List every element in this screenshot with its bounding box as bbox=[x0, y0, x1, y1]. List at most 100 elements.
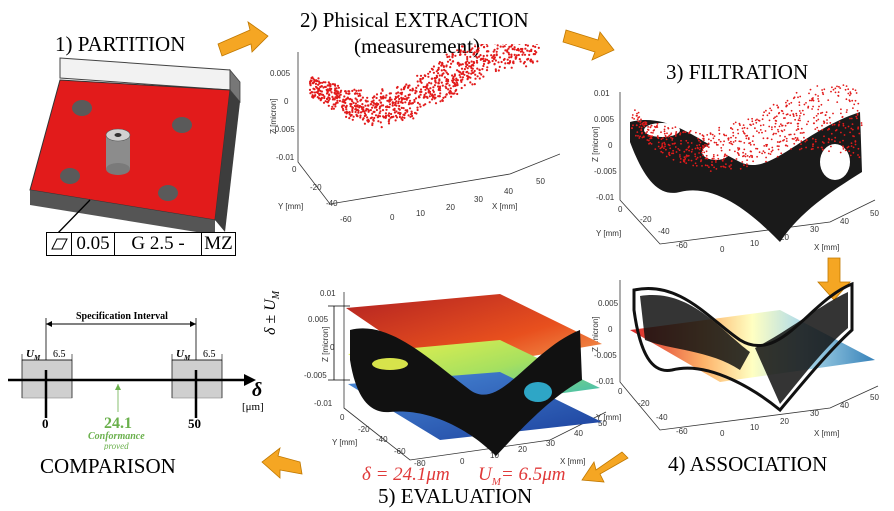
measured-point bbox=[393, 109, 396, 112]
measured-point bbox=[694, 155, 697, 158]
measured-point bbox=[710, 139, 712, 142]
measured-point bbox=[854, 143, 857, 146]
measured-point bbox=[685, 148, 688, 151]
measured-point bbox=[372, 118, 375, 121]
measured-point bbox=[849, 131, 851, 134]
measured-point bbox=[467, 72, 470, 75]
measured-point bbox=[732, 131, 735, 134]
measured-point bbox=[310, 91, 313, 94]
measured-point bbox=[750, 150, 752, 153]
measured-point bbox=[334, 105, 337, 108]
measured-point bbox=[443, 68, 446, 71]
measured-point bbox=[357, 94, 360, 98]
measured-point bbox=[464, 53, 467, 56]
lower-limit-label: 0 bbox=[42, 416, 49, 431]
measured-point bbox=[765, 156, 767, 159]
measured-point bbox=[823, 142, 825, 144]
measured-point bbox=[715, 159, 717, 162]
measured-point bbox=[444, 95, 447, 98]
measured-point bbox=[777, 106, 780, 108]
measured-point bbox=[811, 98, 814, 101]
measured-point bbox=[816, 85, 819, 87]
filtration-x-tick: 10 bbox=[750, 239, 759, 248]
measured-point bbox=[398, 113, 402, 116]
measured-point bbox=[434, 102, 438, 105]
measured-point bbox=[415, 86, 418, 89]
measured-point bbox=[446, 78, 450, 81]
measured-point bbox=[328, 94, 331, 97]
measured-point bbox=[834, 91, 837, 94]
measured-point bbox=[391, 104, 394, 107]
measured-point bbox=[799, 119, 801, 122]
measured-point bbox=[458, 63, 461, 66]
evaluation-z-tick: -0.01 bbox=[314, 399, 333, 408]
measured-point bbox=[724, 166, 727, 169]
measured-point bbox=[361, 103, 364, 106]
measured-point bbox=[688, 145, 690, 148]
measured-point bbox=[730, 164, 732, 166]
measured-point bbox=[395, 116, 399, 119]
measured-point bbox=[390, 112, 393, 116]
measured-point bbox=[372, 104, 375, 107]
measured-point bbox=[343, 99, 346, 102]
measured-point bbox=[505, 44, 508, 45]
measured-point bbox=[827, 99, 830, 101]
measured-point bbox=[353, 88, 356, 91]
measured-point bbox=[449, 87, 452, 90]
measured-point bbox=[799, 95, 802, 98]
measured-point bbox=[842, 124, 845, 127]
measured-point bbox=[690, 142, 693, 144]
measured-point bbox=[759, 124, 762, 127]
measured-point bbox=[431, 77, 434, 80]
axis-unit-label: [μm] bbox=[242, 401, 264, 413]
measured-point bbox=[427, 75, 430, 78]
measured-point bbox=[420, 81, 423, 84]
measured-point bbox=[462, 50, 466, 53]
measured-point bbox=[779, 135, 781, 137]
measured-point bbox=[413, 111, 417, 114]
measured-point bbox=[497, 69, 500, 72]
measured-point bbox=[449, 90, 452, 93]
measured-point bbox=[375, 108, 378, 112]
measured-point bbox=[631, 127, 633, 130]
extraction-x-tick: 50 bbox=[536, 177, 545, 186]
measured-point bbox=[387, 120, 390, 123]
measured-point bbox=[770, 138, 773, 141]
filter-spec: G 2.5 - bbox=[115, 233, 202, 255]
measured-point bbox=[732, 141, 735, 143]
measured-point bbox=[370, 103, 373, 106]
measured-point bbox=[758, 151, 761, 154]
measured-point bbox=[371, 106, 374, 109]
measured-point bbox=[311, 95, 314, 98]
measured-point bbox=[510, 44, 514, 47]
measured-point bbox=[510, 56, 513, 59]
measured-point bbox=[500, 60, 503, 64]
measured-point bbox=[494, 69, 497, 73]
measured-point bbox=[446, 55, 449, 59]
measured-point bbox=[381, 109, 385, 112]
measured-point bbox=[654, 148, 657, 150]
measured-point bbox=[646, 131, 648, 133]
measured-point bbox=[482, 62, 486, 66]
measured-point bbox=[827, 129, 829, 131]
measured-point bbox=[636, 112, 638, 115]
measured-point bbox=[856, 117, 858, 120]
measured-point bbox=[438, 62, 441, 65]
measured-point bbox=[356, 115, 359, 118]
measured-point bbox=[734, 150, 736, 153]
measured-point bbox=[414, 92, 417, 95]
measured-point bbox=[845, 111, 848, 113]
measured-point bbox=[404, 101, 407, 104]
measured-point bbox=[396, 85, 399, 89]
measured-point bbox=[810, 148, 813, 151]
measured-point bbox=[359, 114, 362, 117]
measured-point bbox=[838, 123, 840, 126]
measured-point bbox=[507, 47, 510, 50]
measured-point bbox=[344, 101, 347, 104]
measured-point bbox=[696, 146, 699, 149]
filtration-z-tick: 0 bbox=[608, 141, 613, 150]
measured-point bbox=[817, 146, 819, 149]
measured-point bbox=[371, 96, 374, 99]
measured-point bbox=[777, 128, 779, 131]
measured-point bbox=[725, 154, 728, 157]
